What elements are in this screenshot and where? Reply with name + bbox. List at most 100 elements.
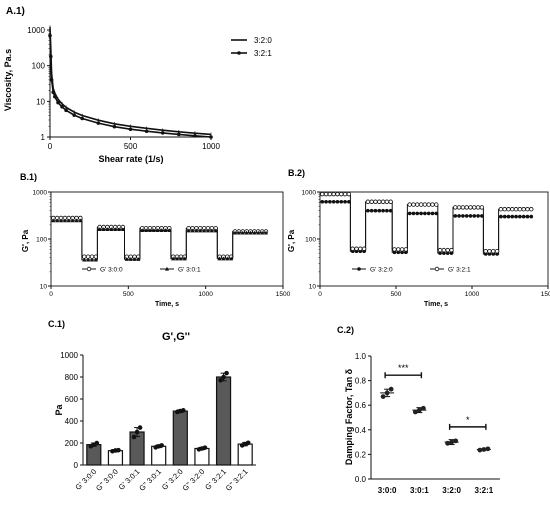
c1-data-point [131, 434, 137, 440]
b2-data-point [347, 199, 351, 204]
b1-data-point [167, 228, 172, 233]
b2-data-point [366, 208, 370, 213]
b2-data-point [460, 205, 466, 210]
c2-data-point [412, 409, 418, 415]
b2-y-tick-label: 100 [305, 237, 316, 244]
b1-x-tick-label: 1500 [276, 291, 291, 298]
a1-data-point [72, 113, 76, 117]
c1-data-point [137, 425, 143, 430]
c2-x-tick-label: 3:2:1 [475, 486, 494, 495]
b1-data-point [260, 230, 265, 235]
c2-y-tick-label: 0.2 [355, 450, 367, 459]
b1-data-point [86, 257, 91, 262]
b2-data-point [510, 207, 515, 212]
b2-data-point [506, 207, 511, 212]
b2-data-point [518, 214, 522, 219]
b2-data-point [323, 191, 329, 197]
b2-y-tick-label: 10 [309, 284, 317, 291]
b2-data-point [423, 211, 427, 216]
b2-data-point [335, 199, 340, 204]
b1-data-point [178, 256, 183, 261]
b1-data-point [55, 218, 60, 223]
b2-data-point [411, 202, 416, 207]
c1-title: G',G'' [162, 331, 190, 343]
c2-data-point [453, 438, 459, 444]
b1-data-point [136, 257, 141, 261]
b1-data-point [256, 230, 261, 235]
b2-data-point [365, 199, 371, 204]
a1-data-point [96, 121, 101, 125]
b2-data-point [502, 214, 507, 219]
b2-data-point [529, 207, 534, 212]
b2-data-point [426, 211, 431, 216]
c1-bar [215, 376, 232, 466]
b2-data-point [426, 202, 431, 207]
b2-data-point [320, 191, 325, 197]
c2-data-point [384, 390, 390, 396]
c2-y-tick-label: 0.6 [355, 401, 367, 410]
b1-data-point [221, 256, 226, 261]
a1-x-tick-label: 500 [124, 142, 138, 151]
b1-data-point [70, 218, 75, 223]
b1-data-point [217, 256, 222, 261]
c2-data-point [449, 439, 455, 445]
b2-data-point [373, 199, 378, 204]
b1-data-point [74, 218, 79, 223]
b1-data-point [93, 257, 98, 262]
c1-bar [151, 445, 167, 466]
b1-data-point [252, 230, 257, 235]
b2-data-point [392, 247, 397, 252]
c2-data-point [420, 405, 426, 411]
b1-data-point [78, 218, 83, 223]
viscosity-chart: Viscosity, Pa.s Shear rate (1/s) 1 10 100 1… [3, 25, 272, 164]
b1-data-point [117, 227, 122, 232]
b1-data-point [209, 228, 214, 233]
panel-label-c2: C.2) [337, 325, 354, 335]
b1-data-point [147, 228, 152, 233]
b2-data-point [498, 207, 504, 212]
c2-data-point [380, 394, 386, 399]
b1-data-point [229, 256, 234, 261]
b2-data-point [525, 214, 530, 219]
b2-data-point [377, 199, 382, 204]
b1-data-point [124, 257, 129, 261]
b2-data-point [369, 208, 374, 213]
c1-data-point [94, 440, 100, 446]
b2-data-point [453, 205, 458, 210]
b2-data-point [419, 211, 423, 216]
b2-data-point [464, 205, 469, 210]
c2-y-tick-label: 0.8 [355, 377, 367, 386]
b2-data-point [369, 199, 374, 204]
storage-modulus-chart-b2: G', Pa Time, s 10 100 1000 0 500 1000 1500 G' 3… [287, 190, 550, 309]
c2-data-point [481, 447, 487, 452]
a1-x-tick-label: 0 [48, 142, 53, 151]
b2-data-point [335, 191, 340, 197]
a1-data-point [177, 132, 181, 137]
c1-bar [194, 447, 210, 466]
b1-data-point [120, 227, 125, 232]
a1-data-point [53, 94, 57, 99]
b2-data-point [510, 214, 515, 219]
b2-data-point [472, 214, 477, 218]
b2-data-point [494, 249, 500, 254]
a1-y-tick-label: 100 [32, 62, 46, 71]
b2-data-point [476, 214, 480, 218]
b1-data-point [244, 230, 249, 235]
b1-legend: G' 3:0:0 G' 3:0:1 [82, 267, 201, 274]
b1-data-point [132, 257, 137, 261]
b2-data-point [407, 211, 412, 216]
c2-data-point [445, 440, 451, 446]
c1-data-point [181, 408, 186, 413]
b2-data-point [472, 205, 477, 210]
b2-data-point [380, 199, 386, 204]
b2-data-point [415, 211, 420, 216]
c1-bar [172, 410, 188, 466]
b2-data-point [324, 199, 328, 204]
a1-data-point [144, 129, 149, 134]
b1-data-point [194, 228, 199, 233]
b1-y-tick-label: 1000 [33, 190, 48, 197]
b1-data-point [263, 230, 268, 235]
a1-legend-marker-1 [237, 51, 241, 55]
a1-data-point [112, 124, 117, 129]
a1-data-point [49, 54, 53, 59]
